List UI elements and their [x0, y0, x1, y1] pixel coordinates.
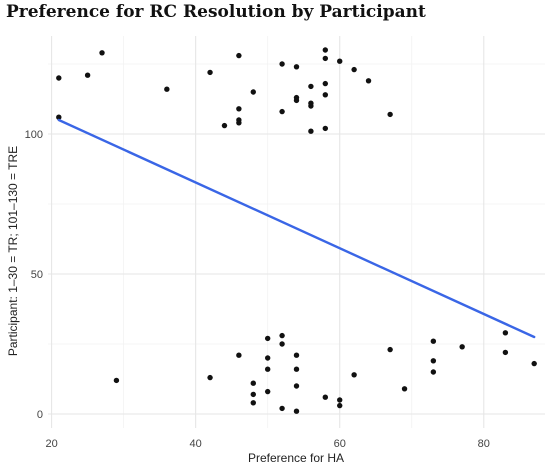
fit-line: [57, 118, 536, 339]
data-point: [279, 332, 285, 339]
data-point: [531, 360, 537, 367]
data-point: [322, 55, 329, 62]
data-point: [322, 92, 329, 98]
data-point: [250, 380, 256, 386]
data-point: [337, 402, 343, 409]
data-point: [322, 47, 329, 53]
x-tick-label: 40: [190, 438, 202, 450]
data-point: [264, 355, 271, 361]
data-point: [337, 397, 343, 403]
fit-line-group: [57, 118, 536, 339]
data-point: [430, 358, 437, 364]
data-point: [293, 383, 300, 389]
x-tick-label: 80: [478, 438, 490, 450]
data-point: [279, 108, 285, 115]
data-point: [250, 391, 256, 398]
data-point: [308, 103, 314, 109]
data-point: [84, 72, 91, 78]
chart-title: Preference for RC Resolution by Particip…: [6, 2, 426, 22]
data-point: [337, 58, 343, 64]
data-point: [264, 388, 271, 395]
data-point: [56, 75, 62, 81]
data-point: [250, 400, 256, 406]
data-point: [264, 366, 271, 372]
data-point: [264, 335, 271, 342]
data-point: [322, 394, 329, 400]
data-point: [308, 83, 314, 90]
x-tick-label: 60: [334, 438, 346, 450]
data-point: [502, 330, 509, 336]
y-tick-label: 0: [37, 409, 43, 421]
data-point: [430, 369, 437, 375]
data-point: [351, 372, 357, 378]
data-point: [221, 122, 228, 129]
data-point: [293, 366, 300, 372]
y-tick-label: 50: [31, 269, 43, 281]
data-point: [430, 338, 437, 344]
data-point: [236, 106, 242, 112]
data-point: [387, 346, 393, 353]
data-point: [279, 405, 285, 412]
y-tick-label: 100: [25, 129, 43, 141]
data-points: [56, 47, 537, 414]
tick-labels: 20 40 60 80 0 50 100: [25, 129, 490, 450]
data-point: [351, 66, 357, 73]
y-axis-label: Participant: 1–30 = TR; 101–130 = TRE: [6, 146, 20, 356]
grid: [48, 36, 545, 428]
data-point: [279, 341, 285, 347]
data-point: [387, 111, 393, 118]
data-point: [308, 128, 314, 134]
data-point: [164, 86, 170, 92]
data-point: [207, 69, 213, 76]
data-point: [293, 64, 300, 70]
data-point: [459, 344, 465, 350]
x-tick-label: 20: [45, 438, 57, 450]
data-point: [250, 89, 256, 95]
data-point: [99, 50, 105, 56]
data-point: [113, 377, 120, 384]
data-point: [502, 349, 509, 356]
data-point: [293, 352, 300, 358]
data-point: [401, 386, 408, 392]
data-point: [236, 352, 242, 358]
data-point: [236, 120, 242, 126]
data-point: [279, 61, 285, 67]
data-point: [56, 114, 62, 120]
data-point: [236, 52, 242, 59]
data-point: [365, 78, 372, 84]
x-axis-label: Preference for HA: [248, 451, 344, 465]
data-point: [207, 374, 213, 381]
data-point: [322, 80, 329, 87]
data-point: [322, 125, 329, 132]
data-point: [293, 408, 300, 414]
data-point: [293, 97, 300, 104]
